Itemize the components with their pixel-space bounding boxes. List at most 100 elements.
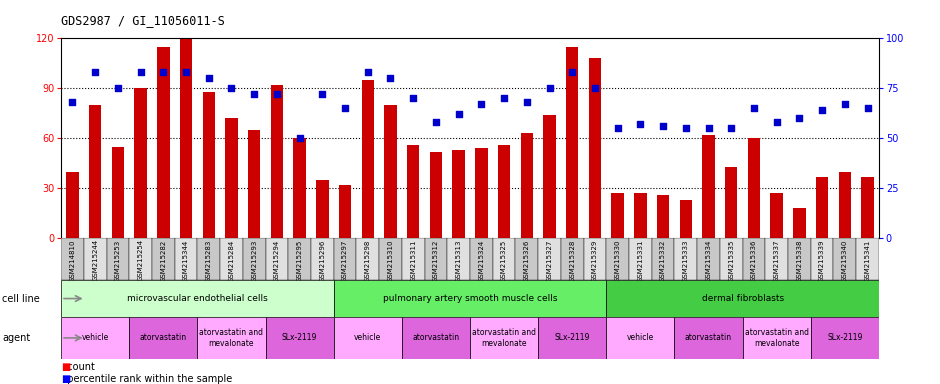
- Bar: [515, 238, 539, 280]
- Point: [292, 135, 307, 141]
- Text: SLx-2119: SLx-2119: [282, 333, 318, 343]
- Bar: [634, 193, 647, 238]
- Bar: [788, 238, 811, 280]
- Bar: [771, 193, 783, 238]
- Text: percentile rank within the sample: percentile rank within the sample: [61, 374, 232, 384]
- Text: GSM215341: GSM215341: [865, 239, 870, 282]
- Bar: [697, 238, 720, 280]
- Text: GSM214810: GSM214810: [70, 239, 75, 282]
- Bar: [61, 238, 84, 280]
- Bar: [334, 238, 356, 280]
- Point: [246, 91, 261, 98]
- Bar: [226, 118, 238, 238]
- Text: GSM215324: GSM215324: [478, 239, 484, 281]
- Text: GSM215293: GSM215293: [251, 239, 258, 282]
- Bar: [61, 317, 130, 359]
- Point: [110, 85, 125, 91]
- Point: [224, 85, 239, 91]
- Text: GSM215340: GSM215340: [842, 239, 848, 282]
- Bar: [606, 317, 675, 359]
- Point: [337, 105, 352, 111]
- Point: [451, 111, 466, 118]
- Bar: [379, 238, 402, 280]
- Text: GSM215244: GSM215244: [92, 239, 98, 281]
- Bar: [702, 135, 714, 238]
- Bar: [584, 238, 606, 280]
- Point: [383, 75, 398, 81]
- Point: [201, 75, 216, 81]
- Bar: [447, 238, 470, 280]
- Point: [519, 99, 534, 105]
- Bar: [243, 238, 266, 280]
- Bar: [202, 92, 215, 238]
- Text: atorvastatin: atorvastatin: [140, 333, 187, 343]
- Bar: [152, 238, 175, 280]
- Text: GSM215283: GSM215283: [206, 239, 212, 282]
- Bar: [743, 317, 811, 359]
- Bar: [157, 47, 169, 238]
- Bar: [811, 317, 879, 359]
- Bar: [430, 152, 442, 238]
- Text: GSM215337: GSM215337: [774, 239, 779, 282]
- Bar: [112, 147, 124, 238]
- Bar: [493, 238, 515, 280]
- Bar: [675, 317, 743, 359]
- Text: GSM215344: GSM215344: [183, 239, 189, 281]
- Point: [474, 101, 489, 108]
- Bar: [384, 105, 397, 238]
- Bar: [629, 238, 651, 280]
- Text: atorvastatin: atorvastatin: [685, 333, 732, 343]
- Bar: [834, 238, 856, 280]
- Text: GSM215253: GSM215253: [115, 239, 121, 281]
- Point: [406, 95, 421, 101]
- Bar: [498, 145, 510, 238]
- Bar: [475, 148, 488, 238]
- Point: [429, 119, 444, 125]
- Bar: [816, 177, 828, 238]
- Text: GSM215329: GSM215329: [592, 239, 598, 282]
- Text: atorvastatin and
mevalonate: atorvastatin and mevalonate: [744, 328, 808, 348]
- Bar: [316, 180, 329, 238]
- Point: [179, 69, 194, 75]
- Text: GSM215311: GSM215311: [410, 239, 416, 282]
- Text: ■: ■: [61, 362, 70, 372]
- Bar: [856, 238, 879, 280]
- Text: SLx-2119: SLx-2119: [555, 333, 590, 343]
- Bar: [220, 238, 243, 280]
- Bar: [311, 238, 334, 280]
- Text: GSM215333: GSM215333: [682, 239, 689, 282]
- Point: [724, 125, 739, 131]
- Text: GSM215330: GSM215330: [615, 239, 620, 282]
- Point: [496, 95, 511, 101]
- Bar: [765, 238, 788, 280]
- Point: [270, 91, 285, 98]
- Text: GSM215339: GSM215339: [819, 239, 825, 282]
- Bar: [106, 238, 130, 280]
- Text: agent: agent: [2, 333, 30, 343]
- Bar: [838, 172, 851, 238]
- Bar: [543, 115, 556, 238]
- Text: GSM215331: GSM215331: [637, 239, 643, 282]
- Text: GSM215336: GSM215336: [751, 239, 757, 282]
- Bar: [793, 208, 806, 238]
- Bar: [470, 238, 493, 280]
- Text: SLx-2119: SLx-2119: [827, 333, 863, 343]
- Text: GSM215328: GSM215328: [570, 239, 575, 282]
- Text: vehicle: vehicle: [82, 333, 109, 343]
- Text: GSM215295: GSM215295: [297, 239, 303, 281]
- Bar: [743, 238, 765, 280]
- Bar: [606, 238, 629, 280]
- Text: ■: ■: [61, 374, 70, 384]
- Text: GSM215312: GSM215312: [433, 239, 439, 282]
- Bar: [266, 317, 334, 359]
- Bar: [657, 195, 669, 238]
- Bar: [539, 317, 606, 359]
- Text: count: count: [61, 362, 95, 372]
- Bar: [747, 138, 760, 238]
- Bar: [402, 238, 425, 280]
- Text: pulmonary artery smooth muscle cells: pulmonary artery smooth muscle cells: [383, 294, 557, 303]
- Point: [791, 115, 807, 121]
- Point: [655, 123, 670, 129]
- Text: GSM215254: GSM215254: [137, 239, 144, 281]
- Bar: [611, 193, 624, 238]
